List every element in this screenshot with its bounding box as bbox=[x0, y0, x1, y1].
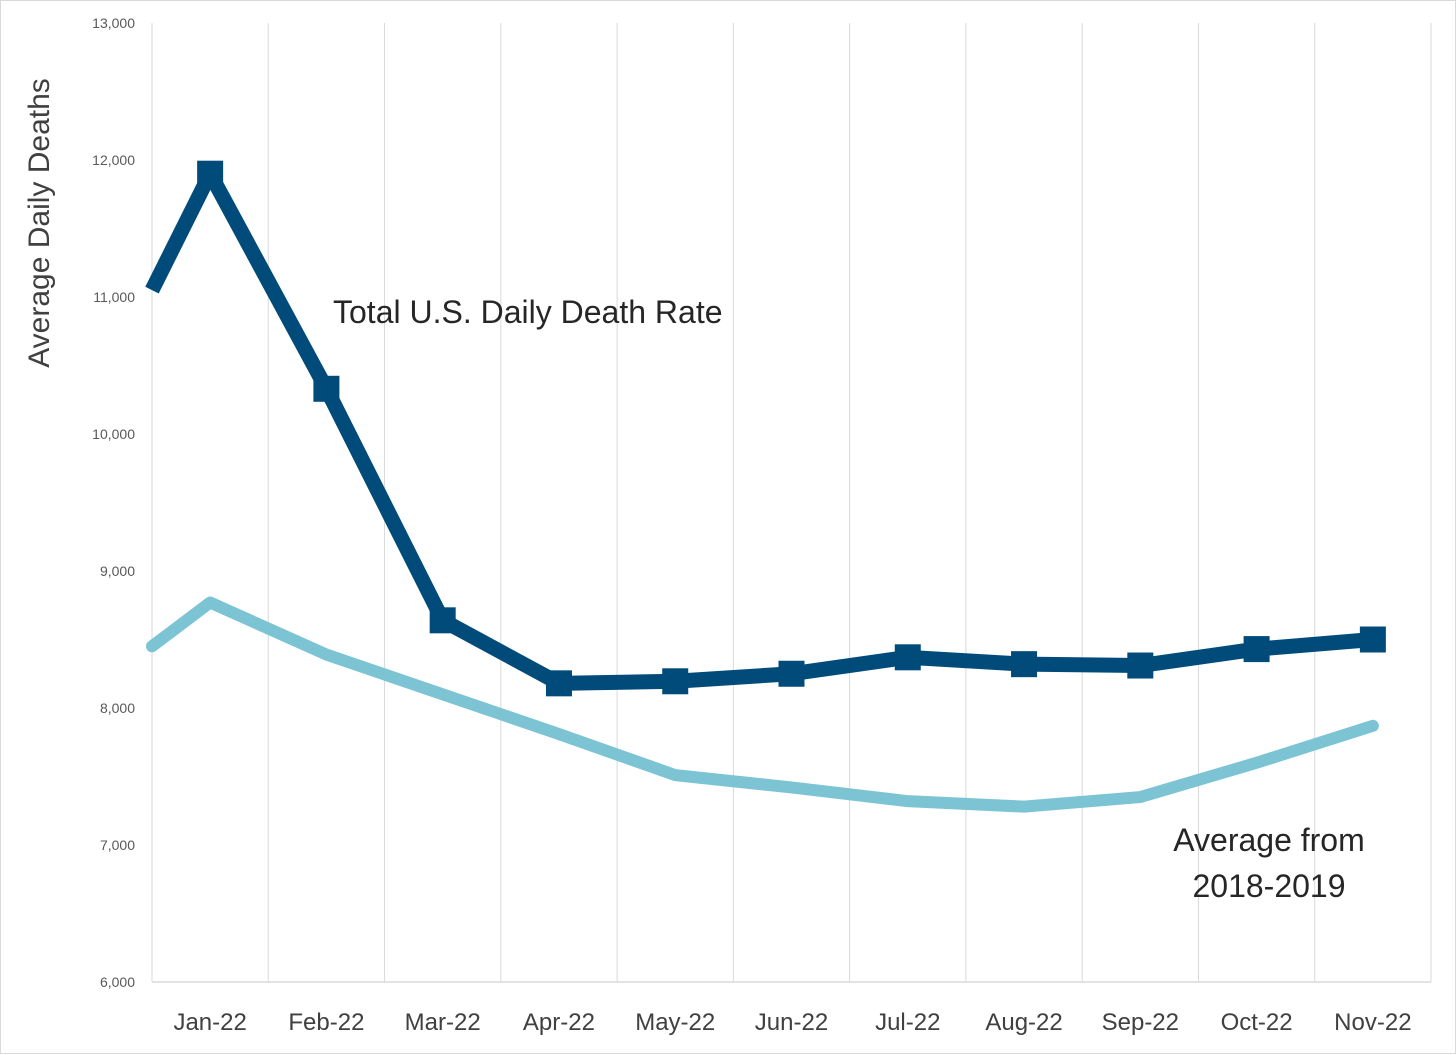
y-tick-label: 6,000 bbox=[100, 974, 135, 990]
y-tick-label: 13,000 bbox=[92, 15, 135, 31]
gridlines bbox=[151, 23, 1432, 983]
y-tick-label: 8,000 bbox=[100, 700, 135, 716]
x-tick-label: Jan-22 bbox=[173, 1009, 246, 1036]
x-tick-labels: Jan-22 Feb-22 Mar-22 Apr-22 May-22 Jun-22 Jul-… bbox=[173, 1009, 1411, 1036]
x-tick-label: Oct-22 bbox=[1221, 1009, 1293, 1036]
series-marker-0 bbox=[429, 607, 456, 634]
x-tick-label: Jun-22 bbox=[755, 1009, 828, 1036]
x-tick-label: Nov-22 bbox=[1334, 1009, 1411, 1036]
x-tick-label: May-22 bbox=[635, 1009, 715, 1036]
annotation-total-label: Total U.S. Daily Death Rate bbox=[333, 294, 723, 330]
series-marker-0 bbox=[197, 160, 224, 187]
x-tick-label: Feb-22 bbox=[288, 1009, 364, 1036]
series-line-1 bbox=[146, 596, 1379, 813]
series-group bbox=[145, 160, 1386, 813]
series-marker-0 bbox=[894, 644, 921, 671]
annotation-average-label-line1: Average from bbox=[1173, 822, 1365, 858]
series-marker-0 bbox=[1359, 626, 1386, 653]
series-marker-0 bbox=[662, 668, 689, 695]
y-tick-labels: 6,000 7,000 8,000 9,000 10,000 11,000 12,000 13… bbox=[92, 15, 135, 990]
x-tick-label: Mar-22 bbox=[405, 1009, 481, 1036]
annotations: Total U.S. Daily Death Rate Average from… bbox=[333, 294, 1365, 904]
x-tick-label: Jul-22 bbox=[875, 1009, 940, 1036]
y-tick-label: 10,000 bbox=[92, 426, 135, 442]
series-marker-0 bbox=[313, 375, 340, 402]
y-tick-label: 9,000 bbox=[100, 563, 135, 579]
x-tick-label: Sep-22 bbox=[1102, 1009, 1179, 1036]
annotation-average-label-line2: 2018-2019 bbox=[1192, 868, 1345, 904]
y-axis-label: Average Daily Deaths bbox=[23, 78, 56, 368]
y-tick-label: 7,000 bbox=[100, 837, 135, 853]
series-marker-0 bbox=[1127, 652, 1154, 679]
y-tick-label: 12,000 bbox=[92, 152, 135, 168]
series-line-0 bbox=[145, 166, 1374, 691]
y-tick-label: 11,000 bbox=[93, 289, 135, 305]
x-tick-label: Aug-22 bbox=[985, 1009, 1062, 1036]
series-marker-0 bbox=[545, 670, 572, 697]
series-marker-0 bbox=[1011, 651, 1038, 678]
series-marker-0 bbox=[778, 660, 805, 687]
x-tick-label: Apr-22 bbox=[523, 1009, 595, 1036]
series-marker-0 bbox=[1243, 636, 1270, 663]
